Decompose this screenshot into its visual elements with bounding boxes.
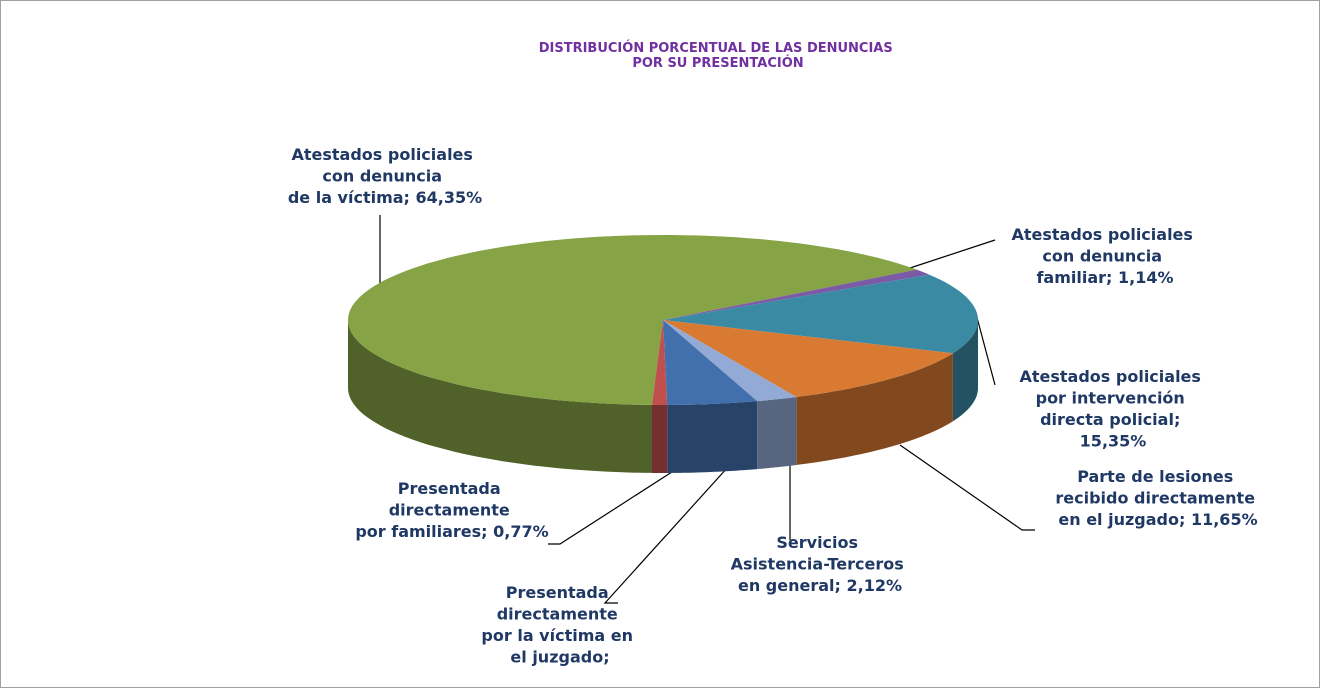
- leader-line: [909, 239, 996, 269]
- pie-slice: [663, 274, 978, 354]
- leader-line: [548, 469, 676, 545]
- leader-line: [603, 466, 729, 604]
- pie-slice-side: [757, 397, 797, 470]
- data-label: Presentada directamente por familiares; …: [355, 479, 548, 541]
- pie-slice: [348, 235, 917, 405]
- pie-slice-side: [952, 320, 978, 422]
- pie-tops: [348, 235, 978, 405]
- leader-lines: [379, 215, 1035, 604]
- pie-slice-side: [667, 401, 758, 473]
- chart-title: DISTRIBUCIÓN PORCENTUAL DE LAS DENUNCIAS…: [539, 40, 898, 71]
- leader-line: [974, 309, 996, 386]
- pie-slice: [663, 269, 930, 320]
- pie-slice-side: [652, 404, 668, 473]
- pie-slice-side: [348, 320, 652, 473]
- leader-line: [899, 444, 1035, 531]
- pie-sides: [348, 320, 978, 473]
- pie-slice: [663, 320, 797, 402]
- data-label: Atestados policiales por intervención di…: [1020, 367, 1207, 451]
- data-label: Atestados policiales con denuncia famili…: [1012, 225, 1199, 287]
- pie-slice: [663, 320, 953, 397]
- data-label: Servicios Asistencia-Terceros en general…: [731, 533, 910, 595]
- pie-slice: [652, 320, 668, 405]
- data-label: Atestados policiales con denuncia de la …: [288, 145, 482, 207]
- data-label: Parte de lesiones recibido directamente …: [1055, 467, 1260, 529]
- pie-slice: [663, 320, 758, 405]
- pie-slice-side: [796, 353, 953, 465]
- data-label: Presentada directamente por la víctima e…: [481, 583, 638, 667]
